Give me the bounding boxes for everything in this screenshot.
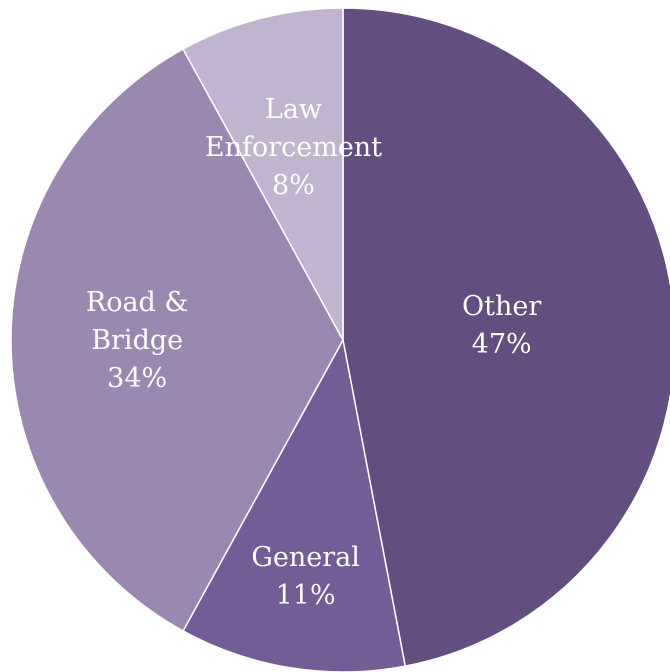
slice-category-label: Other [462, 291, 541, 322]
pie-slice-label: Road & Bridge 34% [86, 287, 189, 394]
slice-category-label: Law [265, 94, 322, 125]
pie-slice-law-enforcement [182, 7, 344, 341]
pie-slice-other [342, 7, 670, 667]
slice-category-label: Enforcement [205, 132, 382, 163]
pie-slice-label: Law Enforcement 8% [205, 94, 382, 201]
pie-labels: Other 47% General 11% Road & Bridge 34% Law Enfo… [86, 94, 542, 611]
slice-category-label: Road & [86, 287, 189, 318]
slice-percent-label: 34% [107, 363, 167, 394]
slice-category-label: Bridge [91, 325, 183, 356]
pie-slice-road-bridge [10, 48, 344, 632]
slice-category-label: General [251, 542, 360, 573]
pie-slice-general [182, 337, 407, 672]
slice-percent-label: 47% [472, 329, 532, 360]
pie-slices [10, 7, 670, 672]
slice-percent-label: 11% [276, 580, 336, 611]
pie-slice-label: General 11% [251, 542, 360, 611]
pie-slice-label: Other 47% [462, 291, 541, 360]
slice-percent-label: 8% [272, 170, 315, 201]
